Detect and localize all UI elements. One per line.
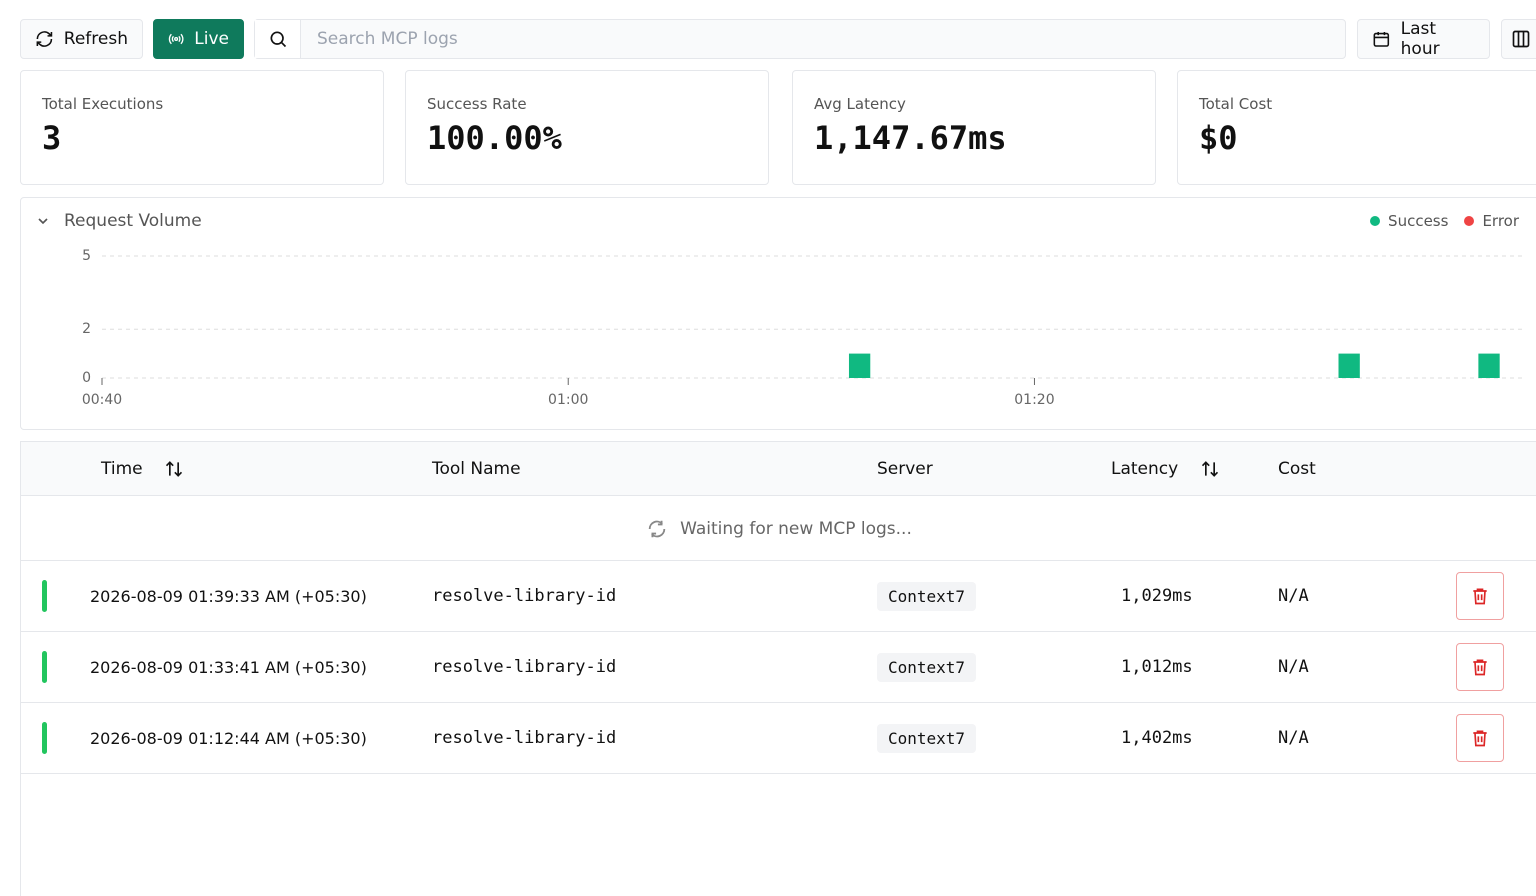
- stat-label: Total Cost: [1199, 95, 1273, 113]
- search-placeholder: Search MCP logs: [317, 29, 458, 49]
- legend-item: Success: [1370, 212, 1448, 230]
- tool-cell: resolve-library-id: [432, 728, 617, 748]
- legend-swatch: [1464, 216, 1475, 226]
- collapse-icon[interactable]: [35, 213, 51, 229]
- table-row: 2026-08-09 01:12:44 AM (+05:30) resolve-l…: [21, 703, 1536, 774]
- column-header: Time: [101, 458, 143, 479]
- legend-label: Success: [1388, 212, 1449, 230]
- stat-value: 1,147.67ms: [814, 119, 1007, 157]
- waiting-text: Waiting for new MCP logs...: [680, 518, 912, 539]
- stat-label: Total Executions: [42, 95, 164, 113]
- delete-button[interactable]: [1456, 572, 1504, 620]
- status-indicator: [42, 580, 47, 612]
- column-header: Cost: [1278, 458, 1316, 479]
- refresh-icon: [36, 31, 53, 47]
- server-cell: Context7: [877, 632, 977, 702]
- stat-value: 100.00%: [427, 119, 562, 157]
- server-cell: Context7: [877, 703, 977, 773]
- live-button[interactable]: Live: [153, 19, 244, 59]
- stat-card: Total Executions 3: [20, 70, 384, 185]
- trash-shape: [1473, 588, 1487, 605]
- stat-card: Success Rate 100.00%: [405, 70, 769, 185]
- y-tick-label: 5: [82, 248, 91, 264]
- chart: 0 2 5 00:40 01:00 01:20: [82, 248, 1524, 408]
- tool-cell: resolve-library-id: [432, 657, 617, 677]
- chart-title: Request Volume: [64, 211, 202, 231]
- server-badge: Context7: [877, 581, 977, 611]
- chart-panel: Request Volume Success Error 0 2 5 00:40 01:0…: [20, 197, 1536, 430]
- cost-cell: N/A: [1278, 728, 1309, 748]
- trash-icon: [1473, 730, 1487, 747]
- server-badge: Context7: [877, 723, 977, 753]
- bar: [848, 353, 871, 378]
- legend-label: Error: [1482, 212, 1519, 230]
- sort-icon[interactable]: [1200, 459, 1220, 479]
- stat-card: Total Cost $0: [1177, 70, 1536, 185]
- delete-button[interactable]: [1456, 643, 1504, 691]
- sort-icon[interactable]: [164, 459, 184, 479]
- refresh-button[interactable]: Refresh: [20, 19, 143, 59]
- table-header: Time Tool Name Server Latency Cost: [21, 442, 1536, 496]
- search-icon-box: [255, 20, 301, 58]
- cost-cell: N/A: [1278, 586, 1309, 606]
- columns-button[interactable]: [1501, 19, 1536, 59]
- status-indicator: [42, 651, 47, 683]
- server-cell: Context7: [877, 561, 977, 631]
- latency-cell: 1,012ms: [1121, 657, 1193, 677]
- bar: [1338, 353, 1360, 378]
- time-cell: 2026-08-09 01:33:41 AM (+05:30): [90, 657, 367, 677]
- x-tick-label: 01:00: [548, 392, 588, 408]
- waiting-row: Waiting for new MCP logs...: [21, 497, 1536, 561]
- latency-cell: 1,402ms: [1121, 728, 1193, 748]
- trash-icon: [1473, 659, 1487, 676]
- legend: Success Error: [1370, 212, 1519, 230]
- y-tick-label: 2: [82, 321, 91, 337]
- x-tick-label: 01:20: [1014, 392, 1054, 408]
- column-header: Tool Name: [432, 458, 521, 479]
- table-row: 2026-08-09 01:39:33 AM (+05:30) resolve-l…: [21, 561, 1536, 632]
- columns-icon: [1512, 30, 1530, 48]
- stat-value: $0: [1199, 119, 1238, 157]
- time-cell: 2026-08-09 01:39:33 AM (+05:30): [90, 586, 367, 606]
- search-icon: [270, 31, 286, 48]
- trash-shape: [1473, 730, 1487, 747]
- time-cell: 2026-08-09 01:12:44 AM (+05:30): [90, 728, 367, 748]
- table-row: 2026-08-09 01:33:41 AM (+05:30) resolve-l…: [21, 632, 1536, 703]
- calendar-icon: [1373, 32, 1390, 47]
- spinner-icon: [648, 520, 666, 537]
- sort-arrows: [165, 461, 183, 477]
- tool-cell: resolve-library-id: [432, 586, 617, 606]
- time-range-button[interactable]: Last hour: [1357, 19, 1490, 59]
- table: Time Tool Name Server Latency Cost Waiting f…: [20, 441, 1536, 896]
- stat-value: 3: [42, 119, 62, 157]
- trash-icon: [1473, 588, 1487, 605]
- stat-card: Avg Latency 1,147.67ms: [792, 70, 1156, 185]
- x-tick-label: 00:40: [82, 392, 122, 408]
- refresh-label: Refresh: [63, 29, 128, 49]
- column-header: Latency: [1111, 458, 1179, 479]
- y-tick-label: 0: [82, 370, 91, 386]
- delete-button[interactable]: [1456, 714, 1504, 762]
- bar: [1478, 353, 1500, 378]
- stat-label: Success Rate: [427, 95, 527, 113]
- legend-item: Error: [1464, 212, 1519, 230]
- live-icon: [168, 33, 184, 45]
- server-badge: Context7: [877, 652, 977, 682]
- trash-shape: [1473, 659, 1487, 676]
- legend-swatch: [1370, 216, 1381, 226]
- live-label: Live: [194, 29, 229, 49]
- status-indicator: [42, 722, 47, 754]
- latency-cell: 1,029ms: [1121, 586, 1193, 606]
- sort-arrows: [1201, 461, 1219, 477]
- search-box[interactable]: Search MCP logs: [254, 19, 1346, 59]
- time-range-label: Last hour: [1400, 19, 1440, 59]
- column-header: Server: [877, 458, 933, 479]
- cost-cell: N/A: [1278, 657, 1309, 677]
- stat-label: Avg Latency: [814, 95, 906, 113]
